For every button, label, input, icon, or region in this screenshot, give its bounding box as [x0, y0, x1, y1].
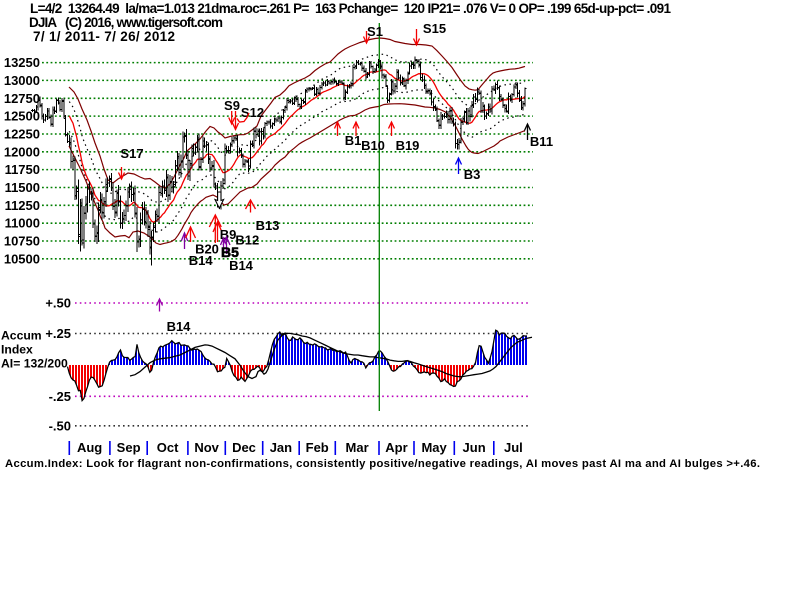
- svg-text:B13: B13: [256, 218, 280, 233]
- svg-text:Accum.Index: Look for flagrant: Accum.Index: Look for flagrant non-confi…: [5, 458, 760, 470]
- svg-text:S17: S17: [120, 146, 143, 161]
- svg-text:Mar: Mar: [346, 440, 369, 455]
- svg-text:+.25: +.25: [45, 326, 71, 341]
- svg-text:11500: 11500: [5, 180, 40, 195]
- svg-text:Dec: Dec: [232, 440, 256, 455]
- svg-text:L=4/2 13264.49 la/ma=1.013 2: L=4/2 13264.49 la/ma=1.013 21dma.roc=.26…: [30, 1, 671, 16]
- svg-text:Nov: Nov: [194, 440, 219, 455]
- svg-text:10750: 10750: [4, 234, 40, 249]
- svg-text:DJIA (C) 2016, www.tigersoft: DJIA (C) 2016, www.tigersoft.com: [29, 15, 223, 30]
- svg-text:B19: B19: [396, 138, 420, 153]
- svg-text:AI= 132/200: AI= 132/200: [1, 357, 68, 371]
- svg-text:B14: B14: [229, 258, 254, 273]
- svg-text:11250: 11250: [5, 198, 40, 213]
- svg-text:B1: B1: [345, 133, 362, 148]
- svg-text:S12: S12: [241, 105, 264, 120]
- svg-text:B10: B10: [361, 138, 385, 153]
- svg-text:7/ 1/ 2011- 7/ 26/ 2012: 7/ 1/ 2011- 7/ 26/ 2012: [33, 29, 175, 44]
- svg-text:Jul: Jul: [504, 440, 523, 455]
- svg-text:12750: 12750: [4, 91, 40, 106]
- svg-text:S1: S1: [367, 24, 383, 39]
- svg-text:Feb: Feb: [306, 440, 329, 455]
- svg-text:12500: 12500: [4, 109, 40, 124]
- svg-text:Index: Index: [1, 343, 33, 357]
- svg-text:B14: B14: [167, 319, 192, 334]
- svg-text:+.50: +.50: [45, 296, 71, 311]
- svg-text:10500: 10500: [4, 251, 40, 266]
- svg-text:13000: 13000: [4, 73, 40, 88]
- svg-text:Jun: Jun: [463, 440, 486, 455]
- svg-text:Sep: Sep: [117, 440, 141, 455]
- svg-text:B20: B20: [195, 242, 219, 257]
- svg-text:May: May: [421, 440, 447, 455]
- svg-text:11000: 11000: [5, 216, 40, 231]
- svg-text:Apr: Apr: [385, 440, 407, 455]
- svg-text:B5: B5: [221, 244, 239, 260]
- svg-text:-.25: -.25: [49, 389, 71, 404]
- svg-text:Oct: Oct: [157, 440, 179, 455]
- svg-text:-.50: -.50: [49, 418, 71, 433]
- svg-text:S9: S9: [224, 98, 240, 113]
- svg-text:B3: B3: [464, 167, 481, 182]
- svg-text:Accum: Accum: [1, 329, 42, 343]
- svg-text:B14: B14: [189, 253, 214, 268]
- svg-text:11750: 11750: [5, 162, 40, 177]
- svg-text:Jan: Jan: [270, 440, 292, 455]
- svg-text:B12: B12: [235, 233, 259, 248]
- svg-text:12250: 12250: [4, 127, 40, 142]
- svg-text:S15: S15: [423, 21, 446, 36]
- svg-text:12000: 12000: [4, 144, 40, 159]
- svg-text:B11: B11: [530, 134, 553, 149]
- svg-text:Aug: Aug: [77, 440, 102, 455]
- svg-text:13250: 13250: [4, 55, 40, 70]
